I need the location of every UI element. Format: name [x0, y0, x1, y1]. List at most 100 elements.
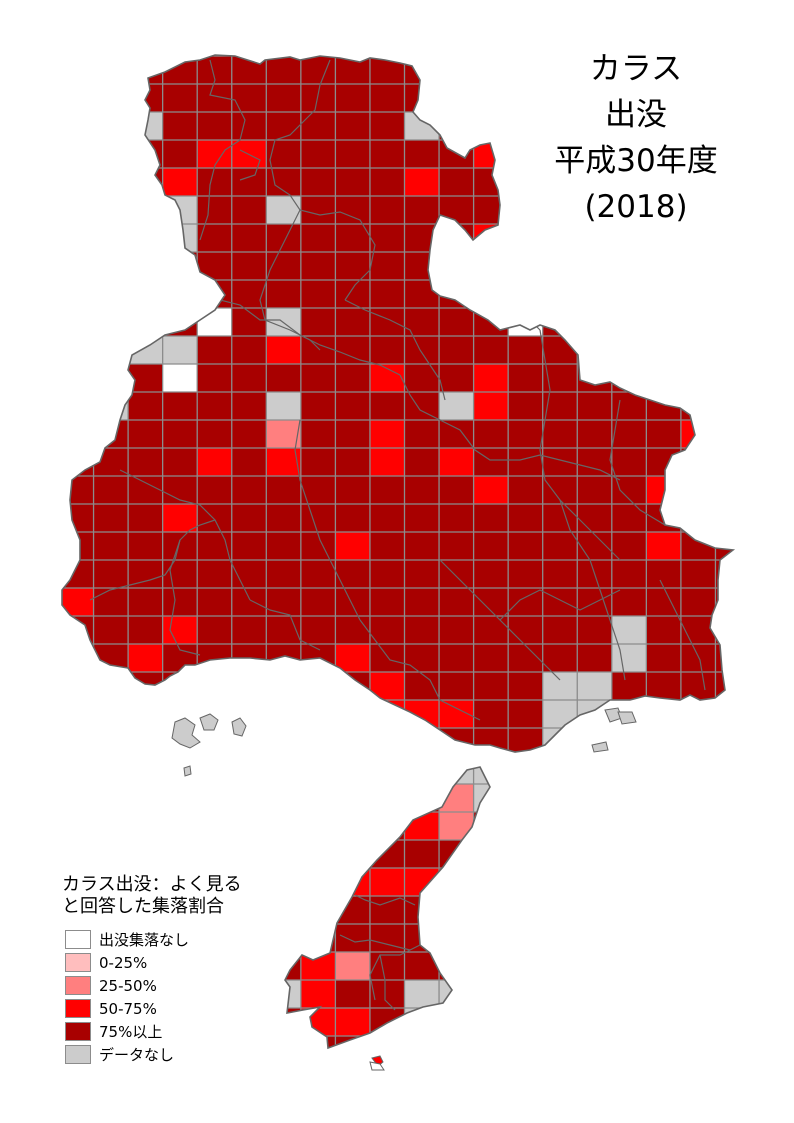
mesh-cell	[197, 308, 232, 336]
mesh-cell	[162, 616, 198, 644]
mesh-cell	[162, 504, 198, 532]
legend-title-line-2: と回答した集落割合	[62, 896, 224, 917]
mesh-cell	[369, 448, 405, 476]
mesh-cell	[266, 980, 301, 1008]
small-island	[199, 713, 219, 731]
map-title: カラス 出没 平成30年度 (2018)	[536, 46, 736, 230]
municipal-boundary-line	[379, 954, 396, 1011]
municipal-boundary-line	[119, 469, 251, 601]
legend-label: 25-50%	[99, 976, 157, 995]
mesh-cell	[404, 112, 440, 140]
mainland-outline	[61, 54, 736, 753]
mesh-cell	[439, 392, 474, 420]
mesh-cell	[300, 980, 336, 1008]
legend-swatch	[65, 976, 91, 995]
legend-label: 出没集落なし	[99, 931, 190, 949]
mesh-cell	[93, 392, 129, 420]
mesh-cell	[162, 224, 198, 252]
small-island	[369, 1061, 385, 1071]
mesh-cell	[335, 644, 370, 672]
municipal-boundary-line	[499, 589, 621, 621]
legend-label: 50-75%	[99, 999, 157, 1018]
mesh-cell	[335, 868, 370, 896]
municipal-boundary-line	[199, 59, 246, 241]
mesh-cell	[611, 644, 647, 672]
municipal-boundary-line	[239, 149, 261, 181]
mesh-cell	[473, 364, 509, 392]
mesh-cell	[335, 952, 370, 980]
municipal-boundary-line	[359, 619, 481, 721]
mesh-cell	[577, 672, 612, 700]
legend-item-no-data: データなし	[62, 1043, 242, 1066]
legend: カラス出没：よく見る と回答した集落割合 出没集落なし 0-25% 25-50%…	[62, 874, 242, 1066]
municipal-boundary-line	[269, 59, 376, 301]
mesh-cell	[335, 532, 370, 560]
municipal-boundary-line	[609, 399, 666, 526]
municipal-boundary-line	[539, 329, 621, 561]
legend-item-none: 出没集落なし	[62, 928, 242, 951]
mesh-cell	[646, 532, 681, 560]
municipal-boundary-line	[344, 299, 446, 401]
mesh-cell	[542, 672, 578, 700]
small-island	[171, 717, 201, 749]
mesh-cell	[439, 448, 474, 476]
mesh-cell	[680, 420, 716, 448]
mesh-cell	[473, 392, 509, 420]
mesh-cell	[162, 168, 198, 196]
legend-item-25-50: 25-50%	[62, 974, 242, 997]
title-line-year: (2018)	[584, 189, 688, 225]
mesh-cell	[335, 1008, 370, 1036]
mesh-cell	[162, 364, 198, 392]
awaji-island-outline	[284, 766, 491, 1050]
mesh-cell	[128, 644, 163, 672]
legend-label: 75%以上	[99, 1023, 163, 1041]
municipal-boundary-line	[399, 374, 621, 481]
legend-swatch	[65, 930, 91, 949]
mesh-cell	[473, 476, 509, 504]
legend-swatch	[65, 1022, 91, 1041]
mesh-cell	[439, 812, 474, 840]
mesh-cell	[439, 980, 474, 1008]
legend-label: データなし	[99, 1046, 175, 1064]
mesh-cell	[369, 672, 405, 700]
mesh-cell	[404, 168, 440, 196]
mesh-cell	[611, 616, 647, 644]
legend-swatch	[65, 953, 91, 972]
mesh-cell	[404, 980, 440, 1008]
mesh-cell	[197, 448, 232, 476]
municipal-boundary-line	[559, 499, 626, 681]
municipal-boundary-line	[354, 894, 416, 906]
small-island	[183, 765, 192, 777]
mesh-cell	[473, 756, 509, 784]
municipal-boundary-line	[339, 934, 411, 951]
legend-label: 0-25%	[99, 953, 148, 972]
title-line-species: カラス	[589, 51, 683, 87]
small-island	[617, 711, 637, 725]
mesh-cell	[369, 868, 405, 896]
legend-title-line-1: カラス出没：よく見る	[62, 874, 242, 895]
mesh-cell	[369, 700, 405, 728]
mesh-cell	[62, 588, 94, 616]
municipal-boundary-line	[249, 599, 321, 651]
mesh-cell	[266, 420, 301, 448]
legend-swatch	[65, 999, 91, 1018]
mesh-cell	[266, 392, 301, 420]
small-islands	[171, 707, 637, 1071]
municipal-boundary-line	[204, 289, 401, 376]
mesh-cell	[197, 140, 232, 168]
legend-swatch	[65, 1045, 91, 1064]
municipal-boundaries	[89, 59, 706, 1011]
title-line-fiscal-year: 平成30年度	[554, 143, 718, 179]
small-island	[231, 717, 247, 737]
mesh-cell	[369, 420, 405, 448]
legend-item-0-25: 0-25%	[62, 951, 242, 974]
municipal-boundary-line	[169, 539, 201, 656]
municipal-boundary-line	[294, 419, 361, 621]
mesh-cell	[439, 784, 474, 812]
legend-item-75-plus: 75%以上	[62, 1020, 242, 1043]
title-line-topic: 出没	[605, 97, 667, 133]
municipal-boundary-line	[89, 519, 216, 601]
coastline-outlines	[61, 54, 736, 1050]
municipal-boundary-line	[659, 579, 706, 691]
